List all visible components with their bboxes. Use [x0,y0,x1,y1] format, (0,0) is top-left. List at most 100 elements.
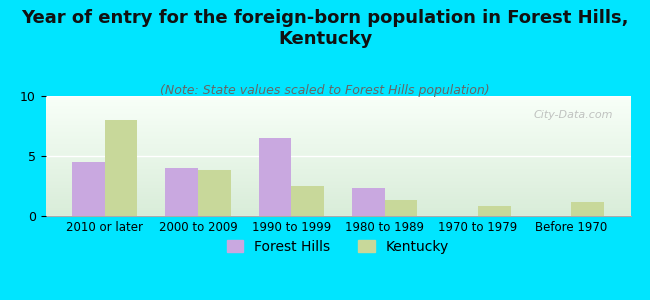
Bar [46,119,630,120]
Bar [46,102,630,103]
Bar [46,166,630,167]
Bar [46,172,630,173]
Bar [46,143,630,144]
Bar [46,198,630,199]
Bar [46,140,630,142]
Bar [46,112,630,113]
Bar [385,200,417,216]
Bar [46,173,630,174]
Bar [46,176,630,178]
Bar [46,115,630,116]
Bar [46,179,630,180]
Bar [46,110,630,112]
Bar [46,146,630,148]
Bar [46,180,630,181]
Bar [165,168,198,216]
Bar [46,167,630,168]
Bar [46,208,630,209]
Bar [46,181,630,182]
Bar [46,108,630,109]
Bar [46,197,630,198]
Bar [46,214,630,215]
Bar [46,178,630,179]
Bar [46,126,630,127]
Bar [46,151,630,152]
Bar [46,212,630,214]
Bar [46,137,630,138]
Bar [46,170,630,172]
Bar [46,210,630,211]
Text: Year of entry for the foreign-born population in Forest Hills,
Kentucky: Year of entry for the foreign-born popul… [21,9,629,48]
Bar [46,116,630,118]
Bar [46,185,630,186]
Bar [46,157,630,158]
Bar [46,100,630,101]
Bar [46,191,630,192]
Bar [46,97,630,98]
Bar [46,150,630,151]
Bar [46,136,630,137]
Bar [46,132,630,133]
Bar [46,200,630,202]
Bar [291,186,324,216]
Bar [46,142,630,143]
Bar [46,168,630,169]
Bar [46,182,630,184]
Bar [46,114,630,115]
Bar [46,149,630,150]
Bar [46,202,630,203]
Bar [46,169,630,170]
Bar [46,206,630,208]
Bar [46,203,630,204]
Bar [46,193,630,194]
Bar [105,120,137,216]
Bar [46,130,630,131]
Bar [46,160,630,161]
Bar [46,215,630,216]
Bar [46,204,630,205]
Bar [46,199,630,200]
Bar [46,209,630,210]
Bar [46,174,630,175]
Bar [46,158,630,160]
Bar [571,202,604,216]
Bar [46,205,630,206]
Bar [46,152,630,154]
Bar [46,96,630,97]
Bar [46,194,630,196]
Bar [46,186,630,187]
Bar [352,188,385,216]
Bar [46,118,630,119]
Bar [46,125,630,126]
Bar [46,148,630,149]
Bar [46,187,630,188]
Bar [46,156,630,157]
Bar [46,134,630,136]
Bar [259,138,291,216]
Bar [46,128,630,130]
Bar [46,211,630,212]
Bar [46,131,630,132]
Bar [198,170,231,216]
Bar [46,196,630,197]
Bar [46,120,630,121]
Bar [46,144,630,145]
Bar [46,109,630,110]
Bar [46,145,630,146]
Bar [46,122,630,124]
Bar [46,104,630,106]
Bar [46,161,630,162]
Bar [46,127,630,128]
Bar [46,121,630,122]
Bar [46,162,630,163]
Bar [46,107,630,108]
Bar [46,184,630,185]
Bar [46,175,630,176]
Bar [46,188,630,190]
Bar [46,192,630,193]
Bar [46,163,630,164]
Bar [46,190,630,191]
Bar [72,162,105,216]
Bar [478,206,511,216]
Bar [46,155,630,156]
